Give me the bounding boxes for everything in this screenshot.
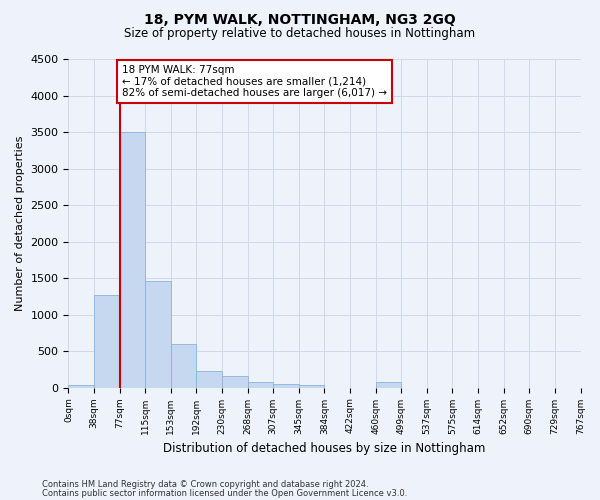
Y-axis label: Number of detached properties: Number of detached properties: [15, 136, 25, 311]
Text: Size of property relative to detached houses in Nottingham: Size of property relative to detached ho…: [124, 28, 476, 40]
Text: 18 PYM WALK: 77sqm
← 17% of detached houses are smaller (1,214)
82% of semi-deta: 18 PYM WALK: 77sqm ← 17% of detached hou…: [122, 65, 387, 98]
Text: Contains public sector information licensed under the Open Government Licence v3: Contains public sector information licen…: [42, 490, 407, 498]
X-axis label: Distribution of detached houses by size in Nottingham: Distribution of detached houses by size …: [163, 442, 485, 455]
Bar: [196, 371, 222, 388]
Bar: [273, 384, 299, 388]
Bar: [119, 132, 145, 388]
Bar: [171, 344, 196, 388]
Bar: [376, 382, 401, 388]
Bar: [248, 382, 273, 388]
Text: Contains HM Land Registry data © Crown copyright and database right 2024.: Contains HM Land Registry data © Crown c…: [42, 480, 368, 489]
Bar: [94, 295, 119, 388]
Bar: [145, 281, 171, 388]
Bar: [222, 376, 248, 388]
Bar: [299, 386, 325, 388]
Bar: [68, 386, 94, 388]
Text: 18, PYM WALK, NOTTINGHAM, NG3 2GQ: 18, PYM WALK, NOTTINGHAM, NG3 2GQ: [144, 12, 456, 26]
